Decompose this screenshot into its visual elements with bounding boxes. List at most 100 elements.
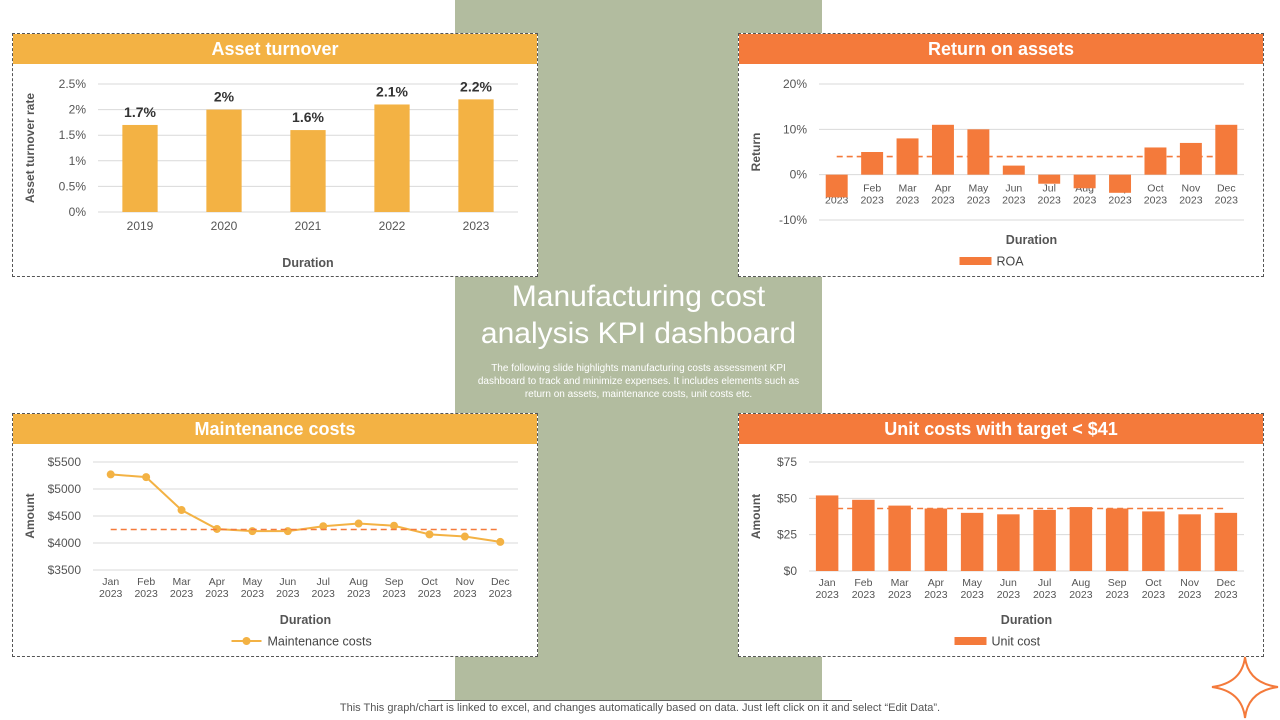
y-tick-label: $25 — [777, 528, 797, 542]
page-subtitle: The following slide highlights manufactu… — [477, 363, 800, 400]
x-tick-label: Nov — [1180, 577, 1199, 589]
bar — [1038, 174, 1061, 184]
data-label: 1.7% — [124, 104, 156, 120]
x-tick-label: 2023 — [1214, 589, 1238, 601]
x-tick-label: 2023 — [241, 588, 265, 600]
data-point — [460, 532, 469, 541]
maintenance-header: Maintenance costs — [13, 414, 537, 444]
x-tick-label: 2023 — [1108, 195, 1132, 207]
bar — [960, 512, 984, 571]
data-point — [142, 473, 151, 482]
x-tick-label: Oct — [1145, 577, 1161, 589]
x-tick-label: 2023 — [312, 588, 336, 600]
page-title: Manufacturing cost analysis KPI dashboar… — [480, 280, 797, 350]
x-tick-label: 2023 — [1038, 195, 1062, 207]
x-tick-label: 2019 — [127, 219, 154, 233]
data-point — [283, 527, 292, 536]
x-tick-label: Feb — [137, 576, 155, 588]
x-tick-label: Mar — [891, 577, 910, 589]
y-tick-label: 20% — [783, 77, 807, 91]
x-tick-label: 2023 — [205, 588, 229, 600]
asset-turnover-panel: Asset turnover 0% 0.5% 1% 1.5% 2% 2.5% Asset t… — [12, 33, 538, 277]
maintenance-chart: $3500$4000$4500$5000$5500AmountJan2023Fe… — [23, 455, 518, 649]
y-tick-label: 1.5% — [59, 128, 87, 142]
x-tick-label: 2023 — [967, 195, 991, 207]
y-tick-label: $4000 — [48, 536, 82, 550]
bar — [122, 124, 158, 212]
x-tick-label: 2023 — [418, 588, 442, 600]
x-tick-label: 2023 — [997, 589, 1021, 601]
x-tick-label: 2023 — [1144, 195, 1168, 207]
x-tick-label: Dec — [1217, 577, 1236, 589]
bar — [1033, 509, 1056, 571]
x-tick-label: Jan — [102, 576, 119, 588]
x-tick-label: Jun — [279, 576, 296, 588]
x-tick-label: Jul — [1038, 577, 1051, 589]
x-tick-label: Oct — [1147, 183, 1163, 195]
x-tick-label: 2023 — [276, 588, 300, 600]
x-tick-label: Feb — [863, 183, 881, 195]
unit-costs-header: Unit costs with target < $41 — [739, 414, 1263, 444]
x-tick-label: Feb — [854, 577, 872, 589]
footer-divider — [428, 700, 852, 701]
bar — [931, 124, 954, 175]
y-tick-label: $5500 — [48, 455, 82, 469]
x-tick-label: 2023 — [924, 589, 948, 601]
x-tick-label: 2023 — [1142, 589, 1166, 601]
data-label: 1.6% — [292, 109, 324, 125]
roa-chart: -10%0%10%20%ReturnJan2023Feb2023Mar2023A… — [749, 77, 1244, 269]
roa-header: Return on assets — [739, 34, 1263, 64]
y-tick-label: $0 — [784, 564, 798, 578]
bar — [374, 104, 410, 212]
x-tick-label: Aug — [1072, 577, 1091, 589]
x-tick-label: Dec — [1217, 183, 1236, 195]
y-tick-label: 0% — [69, 205, 87, 219]
x-tick-label: Mar — [898, 183, 917, 195]
bar — [1179, 142, 1202, 175]
y-tick-label: $3500 — [48, 563, 82, 577]
x-tick-label: 2023 — [134, 588, 158, 600]
data-point — [106, 470, 115, 479]
data-point — [177, 506, 186, 515]
x-tick-label: 2023 — [170, 588, 194, 600]
asset-turnover-header: Asset turnover — [13, 34, 537, 64]
y-tick-label: 2.5% — [59, 77, 87, 91]
bar — [458, 99, 494, 212]
data-point — [496, 537, 505, 546]
x-tick-label: 2021 — [295, 219, 322, 233]
x-tick-label: 2023 — [888, 589, 912, 601]
x-tick-label: Jan — [819, 577, 836, 589]
legend-swatch — [959, 257, 992, 265]
x-tick-label: Mar — [172, 576, 191, 588]
y-tick-label: -10% — [779, 213, 807, 227]
y-tick-label: 2% — [69, 103, 87, 117]
unit-costs-chart: $0$25$50$75AmountJan2023Feb2023Mar2023Ap… — [749, 455, 1244, 649]
bar — [815, 495, 839, 571]
x-tick-label: 2023 — [453, 588, 477, 600]
bar — [1073, 174, 1096, 189]
bar — [967, 129, 990, 175]
y-axis-label: Asset turnover rate — [23, 93, 37, 203]
data-point — [425, 530, 434, 539]
x-axis-label: Duration — [282, 256, 333, 270]
bar — [1002, 165, 1025, 175]
x-tick-label: 2023 — [860, 195, 884, 207]
unit-costs-panel: Unit costs with target < $41 $0 $25 $50 $75… — [738, 413, 1264, 657]
data-label: 2% — [214, 89, 235, 105]
x-tick-label: Jul — [1042, 183, 1055, 195]
x-tick-label: 2023 — [1073, 195, 1097, 207]
y-axis-label: Amount — [23, 493, 37, 538]
x-tick-label: Oct — [421, 576, 437, 588]
x-tick-label: 2023 — [825, 195, 849, 207]
y-axis-label: Amount — [749, 494, 763, 539]
x-tick-label: 2023 — [463, 219, 490, 233]
bar — [290, 130, 326, 212]
x-tick-label: Nov — [456, 576, 475, 588]
series-line — [110, 473, 501, 543]
x-tick-label: 2023 — [1179, 195, 1203, 207]
x-tick-label: Apr — [935, 183, 952, 195]
y-tick-label: $5000 — [48, 482, 82, 496]
bar — [1109, 174, 1132, 193]
x-tick-label: 2023 — [382, 588, 406, 600]
x-tick-label: Jul — [316, 576, 329, 588]
